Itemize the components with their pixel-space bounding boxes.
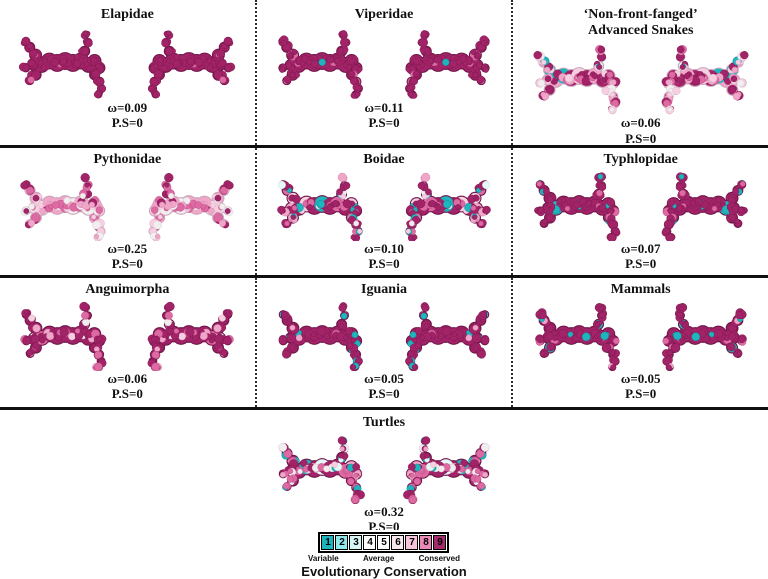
scale-cell-8: 8 bbox=[419, 535, 433, 550]
panel-title: Mammals bbox=[610, 282, 671, 297]
scale-label-variable: Variable bbox=[307, 554, 339, 563]
scale-cell-4: 4 bbox=[363, 535, 377, 550]
panel-title: Viperidae bbox=[354, 7, 414, 22]
protein-pair bbox=[273, 432, 495, 504]
scale-cell-2: 2 bbox=[335, 535, 349, 550]
panel-title: Elapidae bbox=[100, 7, 154, 22]
protein-pair bbox=[273, 169, 495, 241]
omega-value: ω=0.05 bbox=[364, 370, 404, 386]
panel-anguimorpha: Anguimorpha ω=0.06 P.S=0 bbox=[0, 278, 255, 407]
legend-title: Evolutionary Conservation bbox=[301, 564, 467, 579]
protein-pair bbox=[273, 24, 495, 100]
scale-cell-7: 7 bbox=[405, 535, 419, 550]
protein-structure-right bbox=[405, 29, 490, 99]
ps-value: P.S=0 bbox=[368, 115, 400, 130]
panel-boidae: Boidae ω=0.10 P.S=0 bbox=[254, 148, 512, 275]
panel-title: Turtles bbox=[362, 415, 406, 430]
scale-cell-5: 5 bbox=[377, 535, 391, 550]
omega-value: ω=0.11 bbox=[364, 99, 404, 115]
omega-value: ω=0.06 bbox=[620, 115, 661, 131]
scale-label-average: Average bbox=[363, 554, 395, 563]
omega-value: ω=0.25 bbox=[107, 240, 148, 256]
protein-structure-left bbox=[533, 172, 621, 241]
protein-structure-right bbox=[147, 301, 234, 371]
scale-cell-3: 3 bbox=[349, 535, 363, 550]
ps-value: P.S=0 bbox=[368, 519, 400, 530]
omega-value: ω=0.32 bbox=[364, 503, 404, 519]
protein-pair bbox=[530, 39, 752, 115]
panel-title: Pythonidae bbox=[93, 152, 162, 167]
protein-structure-right bbox=[661, 45, 749, 115]
protein-pair bbox=[16, 169, 238, 241]
protein-structure-left bbox=[19, 30, 107, 99]
panel-title: ‘Non-front-fanged’ bbox=[583, 7, 698, 22]
protein-pair bbox=[16, 24, 238, 100]
conservation-scale-labels: Variable Average Conserved bbox=[308, 554, 460, 563]
protein-structure-right bbox=[148, 172, 234, 241]
protein-structure-right bbox=[405, 172, 491, 241]
ps-value: P.S=0 bbox=[111, 256, 143, 271]
scale-cell-6: 6 bbox=[391, 535, 405, 550]
figure-row-3: Anguimorpha ω=0.06 P.S=0 Iguania ω=0.05 … bbox=[0, 278, 768, 410]
scale-cell-1: 1 bbox=[321, 535, 335, 550]
protein-structure-right bbox=[661, 172, 748, 241]
protein-pair bbox=[530, 169, 752, 241]
panel-subtitle: Advanced Snakes bbox=[587, 22, 694, 38]
protein-structure-left bbox=[278, 29, 363, 99]
panel-typhlopidae: Typhlopidae ω=0.07 P.S=0 bbox=[511, 148, 768, 275]
panel-mammals: Mammals ω=0.05 P.S=0 bbox=[511, 278, 768, 407]
panel-pythonidae: Pythonidae ω=0.25 P.S=0 bbox=[0, 148, 255, 275]
protein-structure-left bbox=[534, 302, 620, 371]
panel-nff-advanced-snakes: ‘Non-front-fanged’ Advanced Snakes ω=0.0… bbox=[511, 0, 768, 145]
panel-elapidae: Elapidae ω=0.09 P.S=0 bbox=[0, 0, 255, 145]
protein-structure-right bbox=[405, 301, 490, 371]
protein-structure-left bbox=[278, 301, 363, 371]
ps-value: P.S=0 bbox=[368, 386, 400, 401]
panel-turtles: Turtles ω=0.32 P.S=0 bbox=[273, 410, 495, 530]
protein-pair bbox=[273, 299, 495, 371]
ps-value: P.S=0 bbox=[625, 386, 657, 401]
panel-title: Iguania bbox=[361, 282, 407, 297]
omega-value: ω=0.07 bbox=[620, 240, 661, 256]
panel-viperidae: Viperidae ω=0.11 P.S=0 bbox=[254, 0, 512, 145]
protein-structure-right bbox=[661, 302, 747, 371]
ps-value: P.S=0 bbox=[625, 130, 657, 145]
figure-row-1: Elapidae ω=0.09 P.S=0 Viperidae ω=0.11 P… bbox=[0, 0, 768, 148]
ps-value: P.S=0 bbox=[368, 256, 400, 271]
scale-cell-9: 9 bbox=[433, 535, 447, 550]
panel-title: Boidae bbox=[363, 152, 405, 167]
protein-structure-right bbox=[403, 436, 490, 504]
omega-value: ω=0.06 bbox=[107, 370, 148, 386]
protein-structure-left bbox=[277, 172, 363, 241]
scale-label-conserved: Conserved bbox=[418, 554, 460, 563]
omega-value: ω=0.09 bbox=[107, 99, 148, 115]
protein-structure-left bbox=[278, 436, 365, 504]
protein-structure-left bbox=[20, 172, 106, 241]
protein-pair bbox=[530, 299, 752, 371]
panel-iguania: Iguania ω=0.05 P.S=0 bbox=[254, 278, 512, 407]
ps-value: P.S=0 bbox=[111, 115, 143, 130]
panel-title: Anguimorpha bbox=[85, 282, 170, 297]
figure-row-2: Pythonidae ω=0.25 P.S=0 Boidae ω=0.10 P.… bbox=[0, 148, 768, 278]
protein-pair bbox=[16, 299, 238, 371]
omega-value: ω=0.05 bbox=[620, 370, 661, 386]
panel-title: Typhlopidae bbox=[603, 152, 678, 167]
ps-value: P.S=0 bbox=[625, 256, 657, 271]
protein-structure-right bbox=[148, 30, 236, 99]
omega-value: ω=0.10 bbox=[364, 240, 404, 256]
protein-structure-left bbox=[20, 301, 107, 371]
protein-structure-left bbox=[533, 45, 621, 115]
ps-value: P.S=0 bbox=[111, 386, 143, 401]
